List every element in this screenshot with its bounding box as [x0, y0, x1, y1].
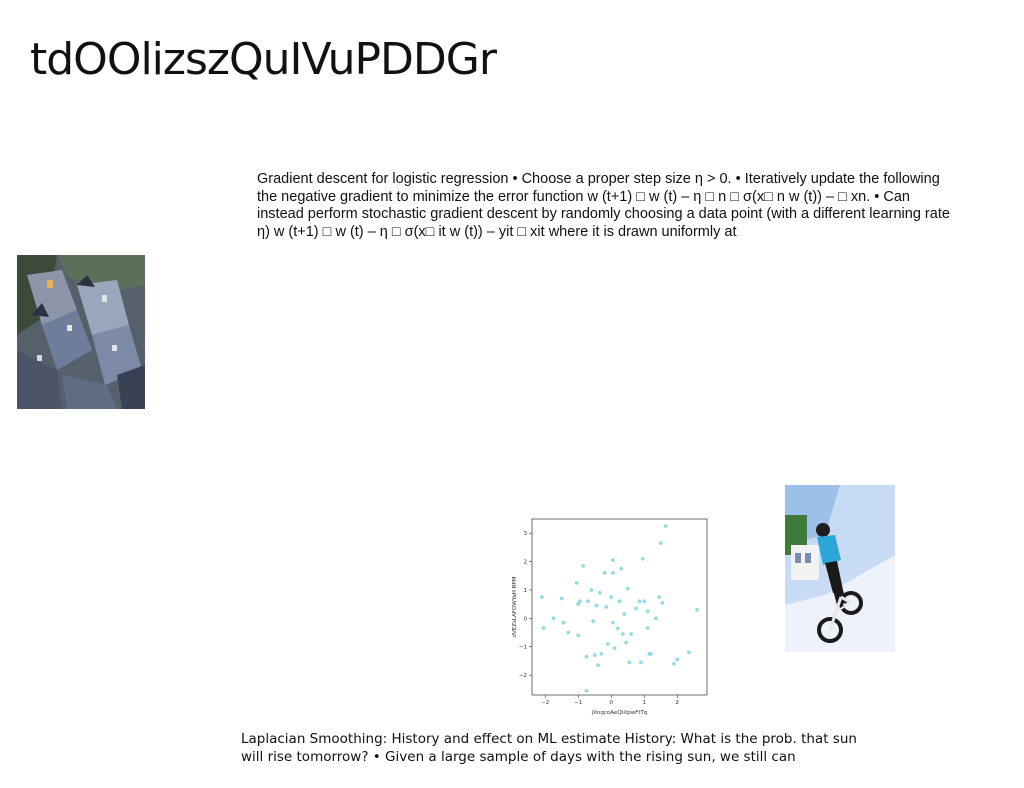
scatter-point: [648, 651, 653, 656]
scatter-point: [615, 626, 620, 631]
scatter-point: [561, 620, 566, 625]
scatter-point: [629, 632, 633, 636]
y-tick-label: −2: [519, 673, 527, 679]
scatter-point: [576, 602, 581, 607]
x-tick-label: 0: [609, 700, 613, 706]
scatter-point: [642, 599, 647, 604]
scatter-point: [610, 558, 615, 563]
scatter-point: [627, 660, 632, 665]
scatter-point: [625, 586, 630, 591]
x-axis-label: jXnqcoAeQUipwFtTq: [591, 710, 648, 716]
scatter-point: [617, 599, 622, 604]
scatter-point: [576, 633, 581, 638]
scatter-point: [672, 661, 676, 666]
y-axis-label: dVEZsLAFOWYaH RPM: [512, 576, 518, 637]
scatter-point: [620, 632, 625, 636]
scatter-point: [686, 650, 691, 655]
y-tick-label: 3: [524, 531, 528, 537]
scatter-point: [653, 616, 658, 621]
scatter-point: [589, 588, 594, 592]
plot-frame: [531, 518, 708, 696]
scatter-point: [584, 688, 589, 693]
scatter-chart: −2 −1 0 1 2 −2 −1 0 1 2 3 jXnqcoAeQUipwFtTq dVEZsLAF…: [505, 512, 720, 722]
scatter-point: [639, 660, 643, 665]
scatter-point: [551, 616, 556, 621]
scatter-point: [658, 541, 663, 546]
scatter-point: [675, 657, 680, 662]
scatter-point: [624, 640, 629, 645]
scatter-point: [566, 630, 571, 635]
scatter-point: [559, 596, 564, 601]
scatter-point: [657, 595, 662, 599]
scatter-point: [541, 626, 546, 631]
scatter-point: [645, 609, 650, 614]
scatter-point: [574, 580, 579, 585]
scatter-point: [695, 607, 699, 612]
scatter-point: [645, 626, 650, 631]
scatter-point: [602, 571, 607, 575]
scatter-point: [640, 556, 645, 561]
bike-photo: [785, 485, 895, 652]
scatter-point: [584, 654, 589, 659]
city-photo: [17, 255, 145, 409]
scatter-point: [596, 663, 600, 668]
scatter-point: [594, 603, 599, 608]
y-tick-label: −1: [519, 645, 527, 651]
scatter-point: [597, 590, 602, 595]
scatter-point: [622, 612, 627, 616]
slide-body-text: Gradient descent for logistic regression…: [257, 171, 950, 240]
scatter-point: [591, 619, 595, 624]
scatter-point: [660, 600, 665, 605]
y-tick-label: 0: [524, 616, 528, 622]
scatter-point: [577, 599, 582, 604]
scatter-point: [634, 606, 638, 611]
scatter-point: [619, 566, 624, 571]
x-tick-label: −2: [541, 700, 549, 706]
slide-footer-text: Laplacian Smoothing: History and effect …: [241, 731, 857, 765]
scatter-point: [663, 524, 668, 528]
scatter-point: [586, 599, 591, 604]
y-tick-label: 1: [524, 588, 528, 594]
scatter-point: [592, 653, 597, 658]
scatter-point: [599, 651, 604, 656]
scatter-point: [610, 620, 615, 625]
x-tick-label: 1: [643, 700, 647, 706]
scatter-point: [606, 642, 610, 646]
y-tick-label: 2: [524, 560, 528, 566]
scatter-plot-svg: −2 −1 0 1 2 −2 −1 0 1 2 3 jXnqcoAeQUipwFtTq dVEZsLAF…: [512, 518, 708, 716]
x-tick-label: −1: [574, 700, 582, 706]
scatter-point: [612, 646, 617, 651]
x-tick-label: 2: [676, 700, 680, 706]
scatter-point: [637, 599, 642, 604]
scatter-point: [610, 571, 615, 575]
scatter-point: [609, 595, 614, 599]
slide-title: tdOOlizszQuIVuPDDGr: [30, 34, 497, 85]
scatter-point: [604, 605, 609, 609]
scatter-point: [581, 563, 586, 568]
scatter-point: [540, 595, 544, 599]
